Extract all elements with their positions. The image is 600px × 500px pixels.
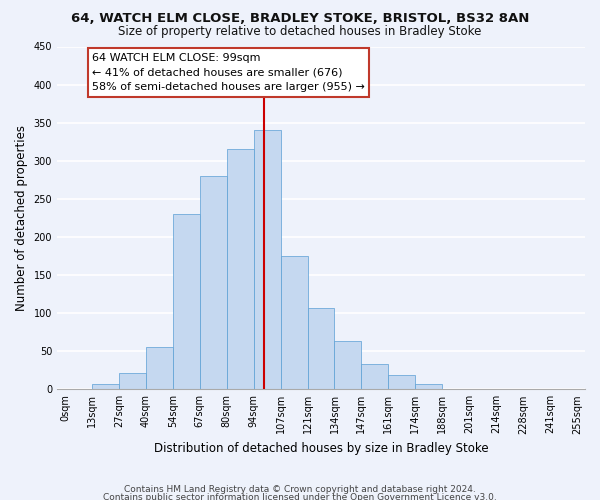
Bar bbox=[361, 364, 388, 390]
Bar bbox=[173, 214, 200, 390]
Text: Contains public sector information licensed under the Open Government Licence v3: Contains public sector information licen… bbox=[103, 493, 497, 500]
Bar bbox=[200, 176, 227, 390]
Bar bbox=[281, 256, 308, 390]
Text: Contains HM Land Registry data © Crown copyright and database right 2024.: Contains HM Land Registry data © Crown c… bbox=[124, 485, 476, 494]
Bar bbox=[146, 348, 173, 390]
Bar bbox=[227, 150, 254, 390]
Bar bbox=[415, 384, 442, 390]
Bar bbox=[388, 375, 415, 390]
Text: Size of property relative to detached houses in Bradley Stoke: Size of property relative to detached ho… bbox=[118, 25, 482, 38]
Text: 64 WATCH ELM CLOSE: 99sqm
← 41% of detached houses are smaller (676)
58% of semi: 64 WATCH ELM CLOSE: 99sqm ← 41% of detac… bbox=[92, 52, 365, 92]
Bar bbox=[254, 130, 281, 390]
Bar bbox=[92, 384, 119, 390]
Y-axis label: Number of detached properties: Number of detached properties bbox=[15, 125, 28, 311]
X-axis label: Distribution of detached houses by size in Bradley Stoke: Distribution of detached houses by size … bbox=[154, 442, 488, 455]
Bar bbox=[334, 342, 361, 390]
Bar bbox=[119, 372, 146, 390]
Text: 64, WATCH ELM CLOSE, BRADLEY STOKE, BRISTOL, BS32 8AN: 64, WATCH ELM CLOSE, BRADLEY STOKE, BRIS… bbox=[71, 12, 529, 26]
Bar bbox=[308, 308, 334, 390]
